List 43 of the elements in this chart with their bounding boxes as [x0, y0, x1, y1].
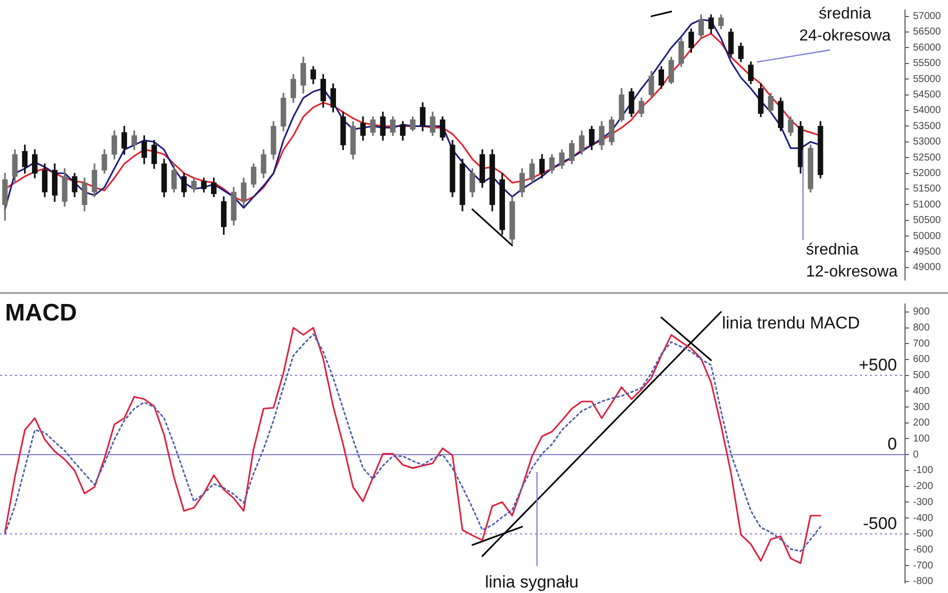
y-tick-label: 51000: [913, 199, 942, 210]
y-tick-label: 900: [913, 306, 930, 318]
y-tick-label: -100: [913, 465, 934, 476]
y-tick-label: 800: [913, 322, 930, 334]
y-tick-label: 53500: [913, 120, 942, 132]
y-tick-label: 700: [913, 338, 930, 350]
y-tick-label: 0: [913, 449, 919, 460]
y-tick-label: 600: [913, 354, 930, 366]
y-tick-label: 200: [913, 418, 930, 429]
y-tick-label: 50500: [913, 215, 942, 226]
y-tick-label: -600: [913, 544, 934, 556]
y-tick-label: -300: [913, 496, 934, 508]
y-tick-label: -700: [913, 560, 934, 572]
y-tick-label: 55000: [913, 74, 942, 85]
y-tick-label: 49500: [913, 246, 942, 258]
y-tick-label: 100: [913, 433, 930, 444]
y-tick-label: -800: [913, 576, 934, 588]
y-tick-label: 500: [913, 370, 930, 382]
annotation: linia trendu MACD: [722, 314, 860, 333]
y-tick-label: 50000: [913, 230, 942, 242]
y-tick-label: 56000: [913, 42, 942, 54]
y-tick-label: 55500: [913, 58, 942, 70]
y-tick-label: 56500: [913, 26, 942, 38]
y-tick-label: -500: [913, 528, 934, 540]
y-tick-label: 54500: [913, 90, 942, 101]
y-tick-label: -200: [913, 481, 934, 492]
y-tick-label: -400: [913, 512, 934, 524]
annotation: średnia 12-okresowa: [806, 241, 898, 280]
ref-line-label: -500: [862, 514, 897, 533]
y-tick-label: 400: [913, 386, 930, 397]
annotation: średnia 24-okresowa: [799, 5, 891, 44]
y-tick-label: 300: [913, 402, 930, 413]
y-tick-label: 49000: [913, 262, 942, 274]
y-tick-label: 53000: [913, 136, 942, 148]
ref-line-label: +500: [858, 355, 897, 374]
annotation: linia sygnału: [485, 572, 579, 592]
ref-line-label: 0: [888, 434, 897, 454]
y-tick-label: 54000: [913, 105, 942, 116]
y-tick-label: 52500: [913, 152, 942, 164]
y-tick-label: 51500: [913, 184, 942, 195]
y-tick-label: 52000: [913, 168, 942, 180]
y-tick-label: 57000: [913, 11, 942, 22]
annotation: MACD: [5, 300, 77, 327]
